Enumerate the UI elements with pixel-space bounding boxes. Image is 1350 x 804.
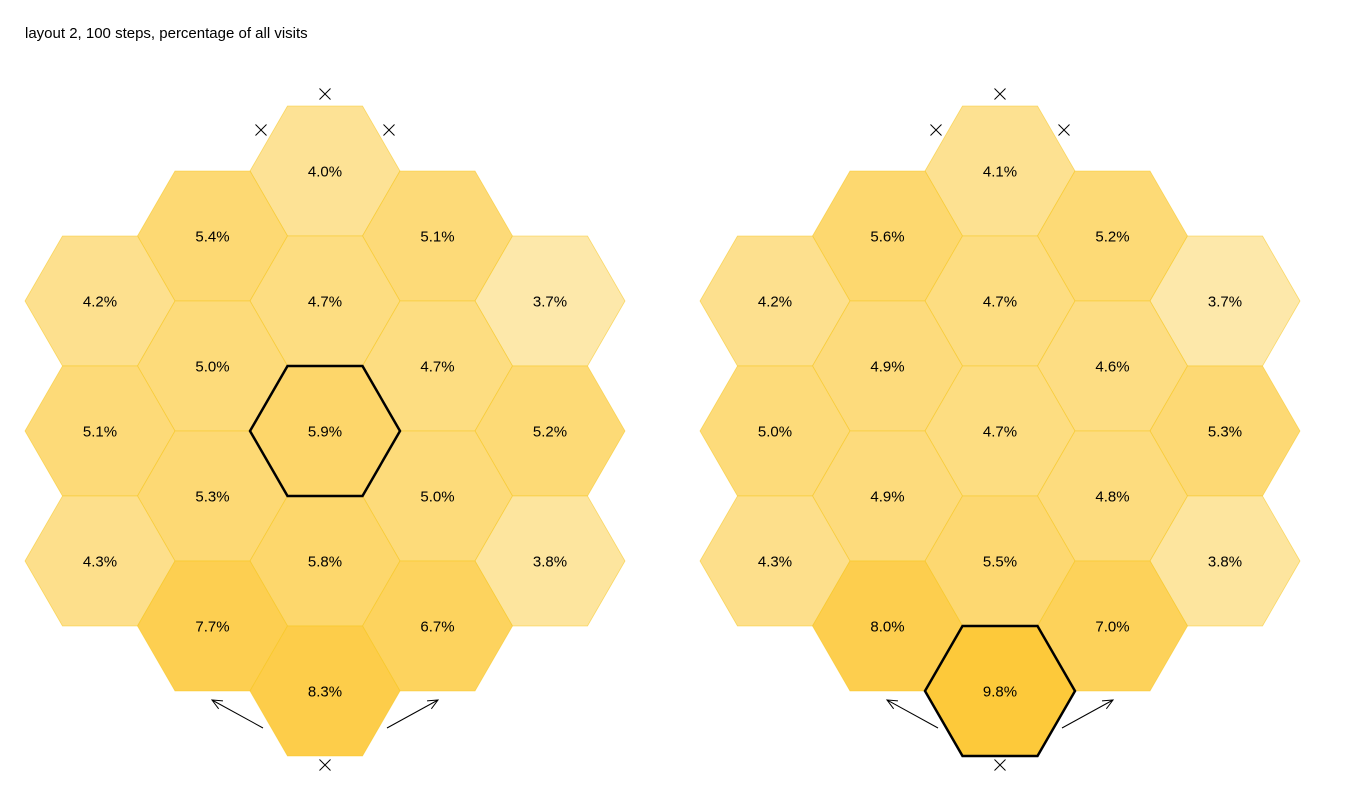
x-marker-bottom-icon (319, 759, 331, 771)
current-cell-outline (248, 364, 402, 498)
hex-cell-label: 4.6% (1095, 359, 1129, 376)
arrow-bottom-right-icon (1061, 699, 1115, 729)
hex-cell-label: 5.4% (195, 229, 229, 246)
arrow-bottom-left-icon (210, 699, 264, 729)
x-marker-top-icon (994, 88, 1006, 100)
hex-cell-label: 8.0% (870, 619, 904, 636)
hex-cell-label: 4.8% (1095, 489, 1129, 506)
hex-cell-label: 4.2% (758, 294, 792, 311)
hex-cell-label: 4.7% (420, 359, 454, 376)
current-cell-outline (923, 624, 1077, 758)
hex-cell-label: 6.7% (420, 619, 454, 636)
hex-cell-label: 4.1% (983, 164, 1017, 181)
hex-cell-label: 3.8% (533, 554, 567, 571)
hex-cell-label: 8.3% (308, 684, 342, 701)
hex-cell-label: 4.3% (83, 554, 117, 571)
hex-cell-label: 5.3% (195, 489, 229, 506)
hex-cell-label: 4.3% (758, 554, 792, 571)
x-marker-top-left-icon (930, 124, 942, 136)
hex-cell-label: 9.8% (983, 684, 1017, 701)
hex-cell-label: 4.2% (83, 294, 117, 311)
arrow-bottom-left-icon (885, 699, 939, 729)
page-title: layout 2, 100 steps, percentage of all v… (25, 25, 308, 42)
hex-cell-label: 5.2% (533, 424, 567, 441)
hex-cell-label: 5.2% (1095, 229, 1129, 246)
hex-cell-label: 5.9% (308, 424, 342, 441)
hex-cell-label: 4.7% (983, 294, 1017, 311)
hex-cell-label: 4.9% (870, 489, 904, 506)
arrow-bottom-right-icon (386, 699, 440, 729)
board-markers (210, 88, 440, 771)
hex-cell-label: 4.7% (308, 294, 342, 311)
highlight-layer (923, 624, 1077, 758)
hex-cell-label: 5.0% (195, 359, 229, 376)
highlight-layer (248, 364, 402, 498)
hex-cell-label: 4.7% (983, 424, 1017, 441)
x-marker-top-left-icon (255, 124, 267, 136)
hex-cells: 4.0% 5.4% 5.1% 4.2% 4.7% 3.7% 5.0% 4.7% 5.1% 5.9%… (24, 105, 626, 757)
hex-cell-label: 5.0% (420, 489, 454, 506)
hex-cell-label: 3.7% (1208, 294, 1242, 311)
x-marker-top-right-icon (1058, 124, 1070, 136)
hex-cell-label: 4.9% (870, 359, 904, 376)
hex-cell-label: 7.7% (195, 619, 229, 636)
hex-cell-label: 7.0% (1095, 619, 1129, 636)
hex-cell-label: 5.3% (1208, 424, 1242, 441)
board-left: 4.0% 5.4% 5.1% 4.2% 4.7% 3.7% 5.0% 4.7% 5.1% 5.9%… (24, 88, 626, 771)
board-right: 4.1% 5.6% 5.2% 4.2% 4.7% 3.7% 4.9% 4.6% 5.0% 4.7%… (699, 88, 1301, 771)
hex-cell-label: 3.8% (1208, 554, 1242, 571)
hex-cell-label: 4.0% (308, 164, 342, 181)
hex-cell-label: 5.1% (83, 424, 117, 441)
hex-cell-label: 5.0% (758, 424, 792, 441)
hex-cell-label: 5.1% (420, 229, 454, 246)
x-marker-top-right-icon (383, 124, 395, 136)
hex-cell-label: 5.5% (983, 554, 1017, 571)
hex-cell-label: 5.8% (308, 554, 342, 571)
x-marker-bottom-icon (994, 759, 1006, 771)
hex-cell (249, 625, 401, 757)
hex-cell-label: 5.6% (870, 229, 904, 246)
hex-cells: 4.1% 5.6% 5.2% 4.2% 4.7% 3.7% 4.9% 4.6% 5.0% 4.7%… (699, 105, 1301, 757)
board-markers (885, 88, 1115, 771)
x-marker-top-icon (319, 88, 331, 100)
hex-cell-label: 3.7% (533, 294, 567, 311)
